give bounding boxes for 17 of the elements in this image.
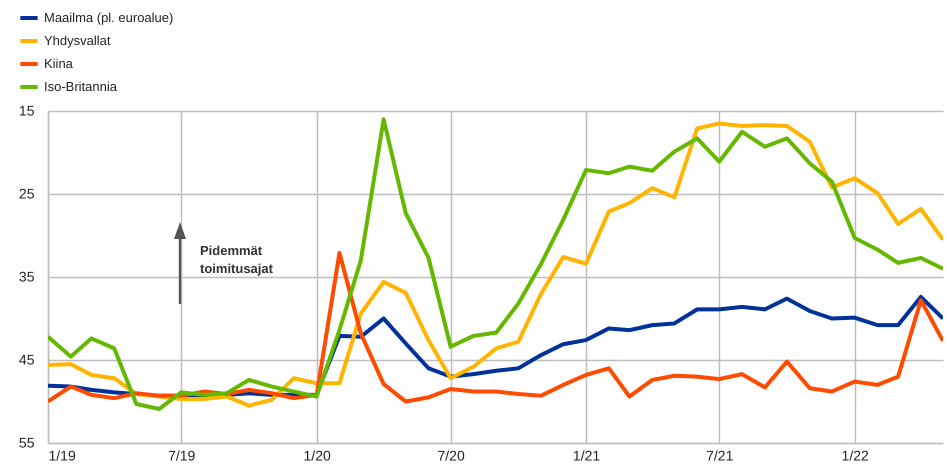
x-tick-label: 1/20 (304, 448, 331, 464)
legend-label: Kiina (44, 56, 74, 71)
x-tick-label: 1/22 (842, 448, 870, 464)
x-tick-label: 7/21 (706, 448, 734, 464)
annotation: Pidemmät toimitusajat (200, 243, 274, 276)
legend-label: Maailma (pl. euroalue) (44, 10, 174, 25)
y-tick-label: 55 (18, 434, 35, 450)
x-tick-label: 1/21 (572, 448, 600, 464)
legend-label: Iso-Britannia (44, 79, 118, 94)
y-tick-label: 35 (18, 268, 35, 284)
y-tick-label: 25 (18, 186, 35, 202)
y-tick-label: 15 (18, 102, 35, 118)
x-tick-label: 7/19 (168, 448, 196, 464)
x-tick-label: 7/20 (437, 448, 465, 464)
legend-label: Yhdysvallat (44, 33, 111, 48)
x-tick-label: 1/19 (48, 448, 76, 464)
y-tick-label: 45 (18, 352, 35, 368)
